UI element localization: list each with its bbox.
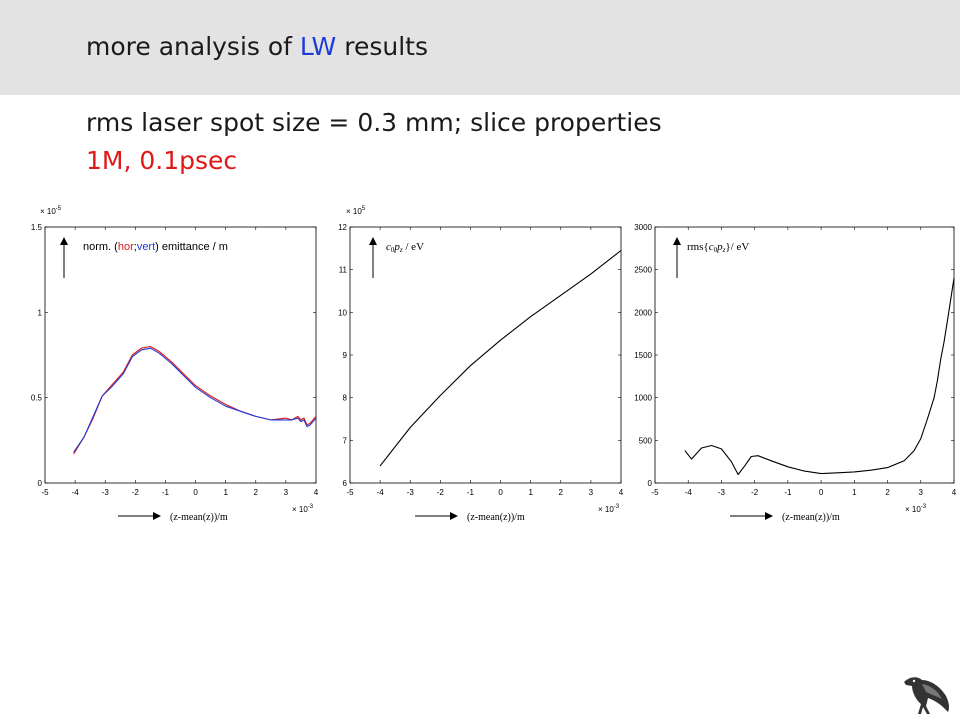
x-tick-label: 3	[589, 488, 594, 497]
x-tick-label: -1	[162, 488, 170, 497]
chart-3-ylabel: rms{c0pz}/ eV	[687, 241, 749, 254]
y-tick-label: 0	[648, 479, 653, 488]
x-tick-label: 2	[885, 488, 890, 497]
x-tick-label: 3	[919, 488, 924, 497]
title-prefix: more analysis of	[86, 32, 300, 61]
title-highlight: LW	[299, 32, 337, 61]
header-band	[0, 0, 960, 95]
x-tick-label: -5	[41, 488, 49, 497]
chart-3-xlabel: (z-mean(z))/m	[782, 512, 840, 523]
series-line	[379, 250, 622, 467]
x-tick-label: 4	[952, 488, 957, 497]
y-tick-label: 9	[343, 351, 348, 360]
chart-1-y-exponent: × 10-5	[40, 206, 62, 216]
crow-logo-icon	[904, 677, 950, 714]
chart-2-series	[379, 250, 622, 467]
x-tick-label: -5	[651, 488, 659, 497]
y-tick-label: 2500	[634, 266, 652, 275]
x-tick-label: -3	[718, 488, 726, 497]
series-line-hor	[73, 345, 317, 455]
x-tick-label: -4	[72, 488, 80, 497]
chart-1-ylabel: norm. (hor;vert) emittance / m	[83, 241, 228, 253]
y-tick-label: 11	[339, 266, 348, 275]
x-tick-label: -3	[102, 488, 110, 497]
chart-1-frame	[44, 226, 317, 484]
chart-1-xlabel: (z-mean(z))/m	[170, 512, 228, 523]
title-suffix: results	[336, 32, 428, 61]
x-tick-label: -2	[751, 488, 759, 497]
slide-title: more analysis of LW results	[86, 32, 428, 61]
chart-1-x-exponent: × 10-3	[292, 504, 314, 514]
chart-1-ticks: -5 -4 -3 -2 -1 0 1 2 3 4 0 0.5 1 1.5	[31, 223, 319, 497]
chart-2-ylabel: c0pz / eV	[386, 241, 424, 254]
chart-2-frame	[349, 226, 622, 484]
series-line	[684, 278, 955, 476]
chart-3-series	[684, 278, 955, 476]
chart-2-xlabel: (z-mean(z))/m	[467, 512, 525, 523]
y-tick-label: 1	[38, 308, 43, 317]
x-tick-label: -2	[437, 488, 445, 497]
series-line-vert	[73, 347, 317, 453]
x-tick-label: 4	[314, 488, 319, 497]
slide-subtitle: rms laser spot size = 0.3 mm; slice prop…	[86, 108, 662, 137]
x-tick-label: 1	[528, 488, 533, 497]
y-tick-label: 3000	[634, 223, 652, 232]
x-tick-label: -5	[346, 488, 354, 497]
slide-subtitle-run: 1M, 0.1psec	[86, 146, 238, 175]
x-tick-label: 0	[193, 488, 198, 497]
x-tick-label: 2	[559, 488, 564, 497]
y-tick-label: 10	[338, 308, 347, 317]
chart-2-y-exponent: × 105	[346, 206, 366, 216]
x-tick-label: -1	[467, 488, 475, 497]
y-tick-label: 6	[343, 479, 348, 488]
x-tick-label: -4	[377, 488, 385, 497]
x-tick-label: -1	[784, 488, 792, 497]
x-tick-label: -4	[685, 488, 693, 497]
x-tick-label: -2	[132, 488, 140, 497]
y-tick-label: 0.5	[31, 394, 43, 403]
y-tick-label: 1500	[634, 351, 652, 360]
x-tick-label: 0	[498, 488, 503, 497]
chart-1-series	[73, 345, 317, 455]
y-tick-label: 1.5	[31, 223, 43, 232]
chart-energy-spread: -5 -4 -3 -2 -1 0 1 2 3 4050010001500200025003000 …	[634, 223, 957, 523]
x-tick-label: 2	[254, 488, 259, 497]
x-tick-label: 3	[284, 488, 289, 497]
chart-3-x-exponent: × 10-3	[905, 504, 927, 514]
y-tick-label: 500	[639, 436, 653, 445]
y-tick-label: 2000	[634, 308, 652, 317]
y-tick-label: 8	[343, 394, 348, 403]
y-tick-label: 1000	[634, 394, 652, 403]
chart-2-x-exponent: × 10-3	[598, 504, 620, 514]
chart-3-ticks: -5 -4 -3 -2 -1 0 1 2 3 4 0 500 1000 1500 2000 2500 3000	[634, 223, 957, 497]
y-tick-label: 7	[343, 436, 348, 445]
x-tick-label: 0	[819, 488, 824, 497]
x-tick-label: -3	[407, 488, 415, 497]
chart-emittance: -5 -4 -3 -2 -1 0 1 2 3 4 0 0.5 1 1.5 × 10-5 norm. (ho…	[31, 206, 319, 523]
x-tick-label: 1	[852, 488, 857, 497]
chart-3-frame	[654, 226, 955, 484]
x-tick-label: 4	[619, 488, 624, 497]
y-tick-label: 0	[38, 479, 43, 488]
y-tick-label: 12	[338, 223, 347, 232]
x-tick-label: 1	[223, 488, 228, 497]
